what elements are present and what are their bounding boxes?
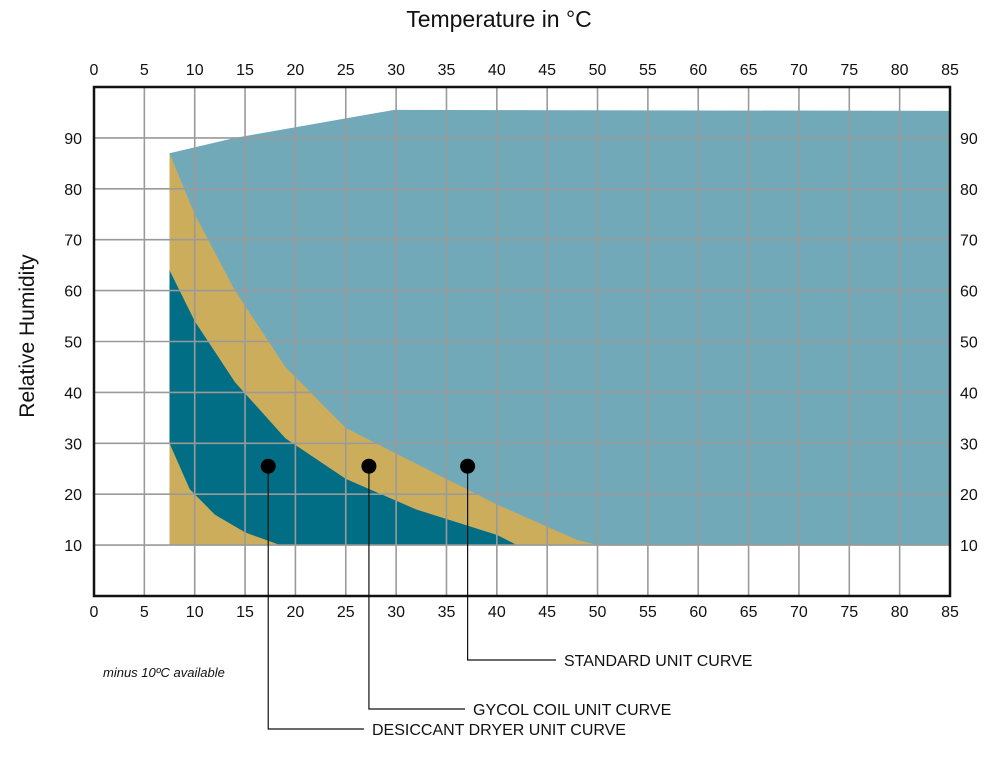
y-tick-label-left: 20 (64, 487, 82, 504)
x-tick-label-bottom: 80 (891, 604, 909, 621)
y-tick-label-left: 30 (64, 436, 82, 453)
x-tick-label-top: 60 (689, 62, 707, 79)
x-tick-label-top: 25 (337, 62, 355, 79)
x-tick-label-bottom: 75 (840, 604, 858, 621)
y-tick-label-right: 90 (960, 131, 978, 148)
callout-leader-line (368, 466, 465, 710)
x-tick-label-top: 65 (740, 62, 758, 79)
x-tick-label-bottom: 20 (287, 604, 305, 621)
x-tick-label-bottom: 5 (140, 604, 149, 621)
x-tick-label-top: 35 (438, 62, 456, 79)
callout-label: GYCOL COIL UNIT CURVE (473, 702, 671, 719)
region-standard (169, 109, 950, 546)
y-tick-label-right: 70 (960, 233, 978, 250)
x-tick-label-bottom: 65 (740, 604, 758, 621)
y-tick-label-right: 80 (960, 182, 978, 199)
annotation-note: minus 10ºC available (103, 665, 225, 680)
x-tick-label-bottom: 30 (387, 604, 405, 621)
x-tick-label-top: 85 (941, 62, 959, 79)
y-tick-label-left: 80 (64, 182, 82, 199)
x-tick-label-bottom: 40 (488, 604, 506, 621)
y-tick-label-left: 10 (64, 538, 82, 555)
x-tick-label-top: 55 (639, 62, 657, 79)
x-tick-label-top: 15 (236, 62, 254, 79)
y-tick-label-right: 20 (960, 487, 978, 504)
callout-leader-line (267, 466, 364, 730)
y-tick-label-right: 30 (960, 436, 978, 453)
x-tick-label-bottom: 55 (639, 604, 657, 621)
x-tick-label-bottom: 60 (689, 604, 707, 621)
marker-point (460, 458, 476, 474)
x-tick-label-top: 10 (186, 62, 204, 79)
marker-point (361, 458, 377, 474)
x-tick-label-bottom: 85 (941, 604, 959, 621)
x-tick-label-top: 0 (90, 62, 99, 79)
y-tick-label-left: 70 (64, 233, 82, 250)
callout-label: DESICCANT DRYER UNIT CURVE (372, 722, 626, 739)
x-tick-label-top: 70 (790, 62, 808, 79)
y-tick-label-right: 10 (960, 538, 978, 555)
x-tick-label-bottom: 45 (538, 604, 556, 621)
region-desiccant (169, 270, 517, 546)
x-tick-label-top: 5 (140, 62, 149, 79)
x-tick-label-top: 50 (589, 62, 607, 79)
y-tick-label-left: 40 (64, 385, 82, 402)
x-tick-label-top: 20 (287, 62, 305, 79)
y-tick-label-right: 60 (960, 284, 978, 301)
callout-label: STANDARD UNIT CURVE (564, 653, 752, 670)
x-tick-label-top: 80 (891, 62, 909, 79)
x-tick-label-bottom: 0 (90, 604, 99, 621)
chart-title: Temperature in °C (406, 6, 592, 32)
x-tick-label-bottom: 10 (186, 604, 204, 621)
x-tick-label-bottom: 70 (790, 604, 808, 621)
y-tick-label-right: 40 (960, 385, 978, 402)
plot-frame (92, 85, 952, 598)
y-tick-label-left: 50 (64, 335, 82, 352)
marker-point (260, 458, 276, 474)
y-tick-label-left: 90 (64, 131, 82, 148)
x-tick-label-top: 45 (538, 62, 556, 79)
callout-leader-line (467, 466, 556, 661)
x-tick-label-bottom: 15 (236, 604, 254, 621)
x-tick-label-top: 75 (840, 62, 858, 79)
x-tick-label-bottom: 25 (337, 604, 355, 621)
x-tick-label-bottom: 35 (438, 604, 456, 621)
x-tick-label-bottom: 50 (589, 604, 607, 621)
x-tick-label-top: 40 (488, 62, 506, 79)
y-tick-label-right: 50 (960, 335, 978, 352)
x-tick-label-top: 30 (387, 62, 405, 79)
y-tick-label-left: 60 (64, 284, 82, 301)
